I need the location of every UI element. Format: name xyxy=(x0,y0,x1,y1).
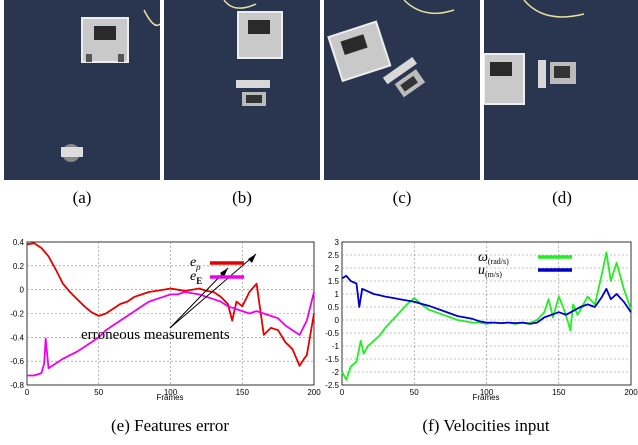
x-ticks-e: 0 50 100 150 200 xyxy=(25,388,321,397)
photo-b xyxy=(164,0,320,180)
x-tick-label: 50 xyxy=(94,388,103,397)
series-f xyxy=(341,251,632,381)
x-axis-label-e: Frames xyxy=(156,393,183,402)
y-tick-label: 1.5 xyxy=(328,277,340,286)
x-tick-label: 0 xyxy=(25,388,30,397)
x-tick-label: 100 xyxy=(164,388,178,397)
x-tick-label: 200 xyxy=(624,388,638,397)
chart-features-error: 0.4 0.2 0 -0.2 -0.4 -0.6 -0.8 0 50 100 150 200 err… xyxy=(0,232,321,402)
annotation-label: erroneous measurements xyxy=(81,327,230,343)
y-tick-label: 3 xyxy=(335,238,340,247)
x-ticks-f: 0 50 100 150 200 xyxy=(340,388,638,397)
photo-c xyxy=(324,0,480,180)
y-tick-label: 0 xyxy=(20,286,25,295)
photo-caption-d: (d) xyxy=(552,188,572,207)
x-axis-label-f: Frames xyxy=(472,393,499,402)
photo-caption-b: (b) xyxy=(232,188,252,207)
plot-area-e: 0.4 0.2 0 -0.2 -0.4 -0.6 -0.8 0 50 100 150 200 err… xyxy=(10,238,321,402)
legend-e-rho-label: eρ xyxy=(190,255,201,272)
y-tick-label: -1.5 xyxy=(325,355,339,364)
y-tick-label: -1 xyxy=(332,342,340,351)
y-tick-label: -0.5 xyxy=(325,329,339,338)
photo-caption-a: (a) xyxy=(72,188,92,207)
caption-f: (f) Velocities input xyxy=(422,416,550,435)
series-line-1 xyxy=(341,274,632,325)
photo-a xyxy=(4,0,160,180)
y-ticks-f: 3 2.5 2 1.5 1 0.5 0 -0.5 -1 -1.5 -2 -2.5 xyxy=(325,238,339,390)
series-line-1 xyxy=(27,291,315,377)
y-tick-label: -0.6 xyxy=(10,357,24,366)
y-tick-label: 0.2 xyxy=(13,262,25,271)
grid-f xyxy=(342,242,631,385)
plot-area-f: 3 2.5 2 1.5 1 0.5 0 -0.5 -1 -1.5 -2 -2.5 0 50 100 150 2… xyxy=(325,238,638,402)
y-ticks-e: 0.4 0.2 0 -0.2 -0.4 -0.6 -0.8 xyxy=(10,238,24,390)
y-tick-label: -0.4 xyxy=(10,333,24,342)
y-tick-label: -0.8 xyxy=(10,381,24,390)
y-tick-label: 0.4 xyxy=(13,238,25,247)
caption-e: (e) Features error xyxy=(111,416,229,435)
y-tick-label: 2.5 xyxy=(328,251,340,260)
x-tick-label: 50 xyxy=(410,388,419,397)
y-tick-label: 0.5 xyxy=(328,303,340,312)
x-tick-label: 150 xyxy=(236,388,250,397)
chart-velocities-input: 3 2.5 2 1.5 1 0.5 0 -0.5 -1 -1.5 -2 -2.5 0 50 100 150 2… xyxy=(320,232,638,402)
y-tick-label: 1 xyxy=(335,290,340,299)
y-tick-label: 2 xyxy=(335,264,340,273)
x-tick-label: 150 xyxy=(552,388,566,397)
y-tick-label: 0 xyxy=(335,316,340,325)
photo-caption-c: (c) xyxy=(392,188,412,207)
series-line-0 xyxy=(26,242,315,367)
x-tick-label: 0 xyxy=(340,388,345,397)
series-e xyxy=(26,242,315,377)
y-tick-label: -2 xyxy=(332,368,340,377)
y-tick-label: -0.2 xyxy=(10,310,24,319)
photo-d xyxy=(484,0,638,180)
x-tick-label: 100 xyxy=(480,388,494,397)
x-tick-label: 200 xyxy=(307,388,321,397)
y-tick-label: -2.5 xyxy=(325,381,339,390)
